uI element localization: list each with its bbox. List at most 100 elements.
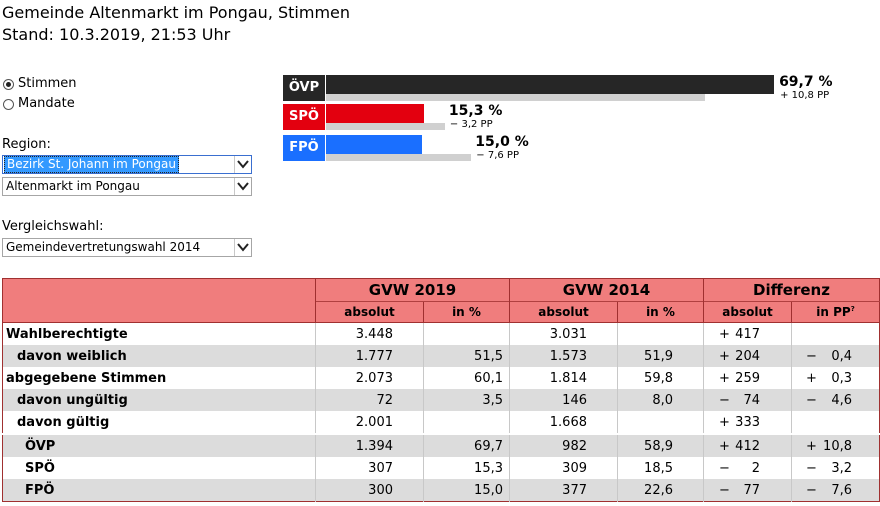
diff-value: 412	[735, 438, 760, 454]
diff-absolut: +417	[703, 322, 792, 345]
subheader-absolut: absolut	[315, 301, 424, 323]
diff-pp: +10,8	[791, 433, 880, 457]
pp-sign: +	[806, 438, 817, 454]
vergleichswahl-select[interactable]: Gemeindevertretungswahl 2014	[2, 238, 252, 257]
diff-absolut: +204	[703, 345, 792, 367]
absolut-2019: 2.001	[315, 411, 424, 434]
diff-label-fpoe: − 7,6 PP	[476, 150, 519, 161]
percent-2014: 58,9	[617, 433, 704, 457]
diff-sign: +	[719, 326, 730, 342]
percent-2019: 15,3	[423, 457, 510, 479]
absolut-2014: 1.814	[509, 367, 618, 389]
absolut-2019: 2.073	[315, 367, 424, 389]
diff-value: 417	[735, 326, 760, 342]
diff-pp: +0,3	[791, 367, 880, 389]
table-row: davon ungültig 72 3,5 146 8,0−74−4,6	[2, 389, 880, 411]
pp-value: 0,4	[831, 348, 852, 364]
gemeinde-select-value: Altenmarkt im Pongau	[6, 179, 140, 193]
subheader-in-percent: in %	[617, 301, 704, 323]
previous-bar-oevp	[326, 94, 705, 101]
pp-sign: −	[806, 482, 817, 498]
bezirk-select[interactable]: Bezirk St. Johann im Pongau	[2, 155, 252, 174]
subheader-in-pp: in PP?	[791, 301, 880, 323]
pp-value: 10,8	[823, 438, 852, 454]
diff-label-spoe: − 3,2 PP	[449, 119, 493, 130]
region-label: Region:	[2, 137, 51, 152]
subheader-absolut: absolut	[703, 301, 792, 323]
bar-fpoe	[326, 135, 423, 154]
percent-2019	[423, 322, 510, 345]
chevron-down-icon[interactable]	[234, 156, 251, 173]
bar-spoe	[326, 104, 425, 123]
chevron-down-icon[interactable]	[234, 178, 251, 195]
absolut-2019: 307	[315, 457, 424, 479]
absolut-2014: 1.668	[509, 411, 618, 434]
previous-bar-spoe	[326, 123, 445, 130]
results-table: GVW 2019 GVW 2014 Differenz absolut in %…	[2, 278, 880, 502]
diff-pp: −0,4	[791, 345, 880, 367]
pp-sign: +	[806, 370, 817, 386]
header-gvw-2014: GVW 2014	[509, 278, 704, 302]
footnote-marker[interactable]: ?	[850, 305, 855, 313]
diff-sign: +	[719, 414, 730, 430]
page-title: Gemeinde Altenmarkt im Pongau, Stimmen	[2, 3, 351, 22]
diff-value: 259	[735, 370, 760, 386]
diff-sign: +	[719, 348, 730, 364]
diff-value: 2	[751, 460, 760, 476]
diff-sign: −	[719, 482, 730, 498]
party-label-oevp: ÖVP	[283, 75, 325, 101]
party-label-spoe: SPÖ	[283, 104, 325, 130]
diff-absolut: +259	[703, 367, 792, 389]
row-label: ÖVP	[2, 433, 316, 457]
absolut-2014: 982	[509, 433, 618, 457]
table-row: Wahlberechtigte 3.448 3.031 +417	[2, 322, 880, 345]
radio-mandate[interactable]	[3, 99, 14, 110]
subheader-absolut: absolut	[509, 301, 618, 323]
row-label: Wahlberechtigte	[2, 322, 316, 345]
absolut-2014: 377	[509, 479, 618, 502]
chevron-down-icon[interactable]	[234, 239, 251, 256]
diff-pp: −7,6	[791, 479, 880, 502]
percent-2019: 15,0	[423, 479, 510, 502]
pp-value: 7,6	[831, 482, 852, 498]
radio-stimmen[interactable]	[3, 79, 14, 90]
diff-absolut: +412	[703, 433, 792, 457]
table-row: davon weiblich 1.777 51,5 1.573 51,9 +204−0,4	[2, 345, 880, 367]
diff-absolut: −77	[703, 479, 792, 502]
percent-2019: 69,7	[423, 433, 510, 457]
diff-sign: −	[719, 460, 730, 476]
value-label-oevp: 69,7 %	[779, 74, 833, 90]
diff-value: 204	[735, 348, 760, 364]
percent-2014: 51,9	[617, 345, 704, 367]
gemeinde-select[interactable]: Altenmarkt im Pongau	[2, 177, 252, 196]
table-row: ÖVP 1.394 69,7 982 58,9 +412 +10,8	[2, 433, 880, 457]
diff-value: 74	[743, 392, 760, 408]
row-label: FPÖ	[2, 479, 316, 502]
absolut-2019: 3.448	[315, 322, 424, 345]
subheader-in-pp-label: in PP	[816, 305, 851, 319]
percent-2014: 18,5	[617, 457, 704, 479]
percent-2019	[423, 411, 510, 434]
pp-value: 4,6	[831, 392, 852, 408]
table-row: abgegebene Stimmen 2.073 60,1 1.814 59,8 +259…	[3, 367, 880, 389]
radio-stimmen-label: Stimmen	[18, 76, 77, 91]
radio-mandate-label: Mandate	[18, 96, 75, 111]
percent-2014: 8,0	[617, 389, 704, 411]
percent-2019: 3,5	[423, 389, 510, 411]
diff-pp	[791, 322, 880, 345]
percent-2014: 22,6	[617, 479, 704, 502]
diff-sign: −	[719, 392, 730, 408]
percent-2014: 59,8	[617, 367, 704, 389]
vergleichswahl-select-value: Gemeindevertretungswahl 2014	[6, 240, 201, 254]
absolut-2019: 300	[315, 479, 424, 502]
pp-value: 3,2	[831, 460, 852, 476]
diff-sign: +	[719, 438, 730, 454]
diff-sign: +	[719, 370, 730, 386]
absolut-2014: 1.573	[509, 345, 618, 367]
header-gvw-2019: GVW 2019	[315, 278, 510, 302]
row-label: SPÖ	[25, 460, 55, 476]
subheader-in-percent: in %	[423, 301, 510, 323]
diff-absolut: −74	[703, 389, 792, 411]
diff-pp: −3,2	[791, 457, 880, 479]
value-label-spoe: 15,3 %	[448, 103, 503, 119]
